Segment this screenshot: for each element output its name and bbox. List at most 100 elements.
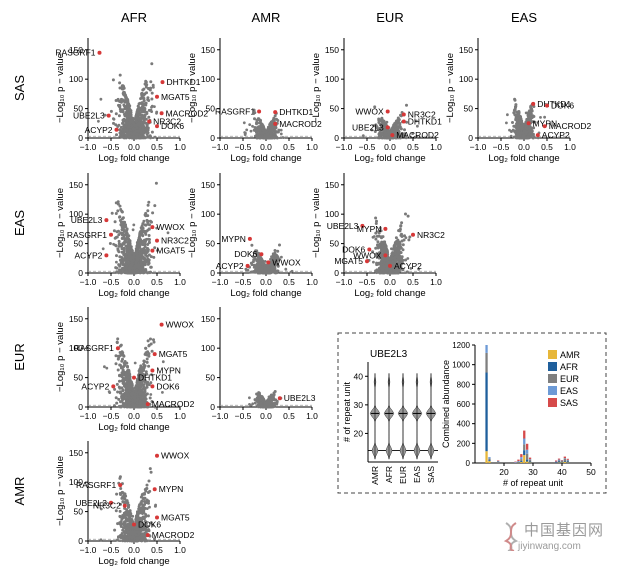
x-tick-label: 0.0	[128, 277, 140, 287]
gene-label-dok6: DOK6	[161, 121, 184, 131]
data-point	[125, 250, 129, 254]
x-tick-label: 1.0	[564, 142, 576, 152]
data-point	[115, 382, 119, 386]
gene-label-dok6: DOK6	[234, 249, 257, 259]
data-point	[400, 221, 404, 225]
gene-label-ube2l3: UBE2L3	[71, 215, 103, 225]
data-point	[282, 136, 285, 140]
data-point	[118, 215, 122, 219]
data-point	[385, 264, 389, 268]
x-tick-label: 1.0	[430, 277, 442, 287]
data-point	[511, 128, 515, 132]
data-point	[506, 113, 509, 117]
x-tick-label: −1.0	[336, 277, 353, 287]
data-point	[528, 125, 532, 129]
data-point	[268, 271, 272, 275]
data-point	[124, 95, 128, 99]
data-point	[149, 265, 153, 269]
gene-point-mypn	[383, 226, 388, 231]
data-point	[136, 104, 140, 108]
gene-point-rasgrf1	[97, 50, 102, 55]
data-point	[145, 218, 149, 222]
data-point	[141, 135, 145, 139]
x-tick-label: −1.0	[336, 142, 353, 152]
x-tick-label: −1.0	[212, 277, 229, 287]
data-point	[515, 118, 519, 122]
data-point	[122, 132, 126, 136]
data-point	[127, 107, 131, 111]
data-point	[137, 118, 141, 122]
data-point	[146, 262, 150, 266]
data-point	[526, 135, 530, 139]
data-point	[150, 91, 154, 95]
data-point	[154, 181, 158, 185]
x-tick-label: 0.0	[128, 411, 140, 421]
gene-label-macrod2: MACROD2	[279, 119, 322, 129]
data-point	[124, 112, 128, 116]
x-tick-label: −1.0	[212, 142, 229, 152]
data-point	[116, 200, 120, 204]
data-point	[263, 260, 267, 263]
data-point	[142, 97, 146, 101]
data-point	[521, 134, 525, 138]
data-point	[530, 132, 534, 136]
x-tick-label: −0.5	[235, 277, 252, 287]
data-point	[144, 117, 148, 121]
data-point	[140, 93, 144, 97]
data-point	[142, 243, 146, 247]
gene-label-nr3c2: NR3C2	[161, 236, 189, 246]
data-point	[131, 127, 135, 131]
gene-point-macrod2	[390, 133, 395, 138]
y-tick-label: 150	[69, 314, 83, 324]
data-point	[113, 220, 117, 224]
data-point	[140, 114, 144, 118]
gene-point-wwox	[383, 253, 388, 258]
data-point	[118, 363, 122, 367]
data-point	[509, 134, 513, 138]
data-point	[146, 203, 150, 207]
data-point	[243, 133, 247, 137]
data-point	[131, 269, 134, 273]
data-point	[147, 108, 151, 112]
data-point	[115, 133, 118, 137]
gene-label-rasgrf1: RASGRF1	[55, 48, 95, 58]
data-point	[130, 263, 134, 267]
data-point	[136, 110, 140, 114]
gene-label-acyp2: ACYP2	[75, 250, 103, 260]
data-point	[130, 124, 134, 128]
gene-point-acyp2	[535, 133, 540, 138]
x-tick-label: 0.5	[407, 277, 419, 287]
data-point	[274, 271, 277, 275]
y-tick-label: 100	[201, 74, 215, 84]
data-point	[153, 105, 156, 108]
x-tick-label: −0.5	[493, 142, 510, 152]
data-point	[115, 260, 118, 264]
data-point	[272, 136, 276, 140]
gene-label-rasgrf1: RASGRF1	[67, 230, 107, 240]
data-point	[267, 136, 271, 140]
data-point	[279, 128, 283, 132]
data-point	[152, 255, 156, 259]
gene-point-dhtkd1	[531, 101, 536, 106]
data-point	[155, 111, 158, 115]
y-axis-label: −Log₁₀ p − value	[445, 53, 456, 123]
data-point	[121, 84, 125, 88]
x-tick-label: 1.0	[174, 142, 186, 152]
data-point	[390, 127, 394, 131]
data-point	[524, 111, 528, 115]
data-point	[397, 247, 401, 251]
data-point	[513, 107, 517, 111]
data-point	[253, 111, 257, 115]
gene-point-acyp2	[114, 127, 119, 132]
data-point	[522, 129, 526, 133]
data-point	[146, 228, 150, 232]
data-point	[273, 131, 276, 135]
column-title-amr: AMR	[252, 10, 281, 25]
gene-label-wwox: WWOX	[272, 257, 301, 267]
y-tick-label: 150	[325, 180, 339, 190]
gene-label-ube2l3: UBE2L3	[73, 111, 105, 121]
data-point	[126, 240, 130, 244]
